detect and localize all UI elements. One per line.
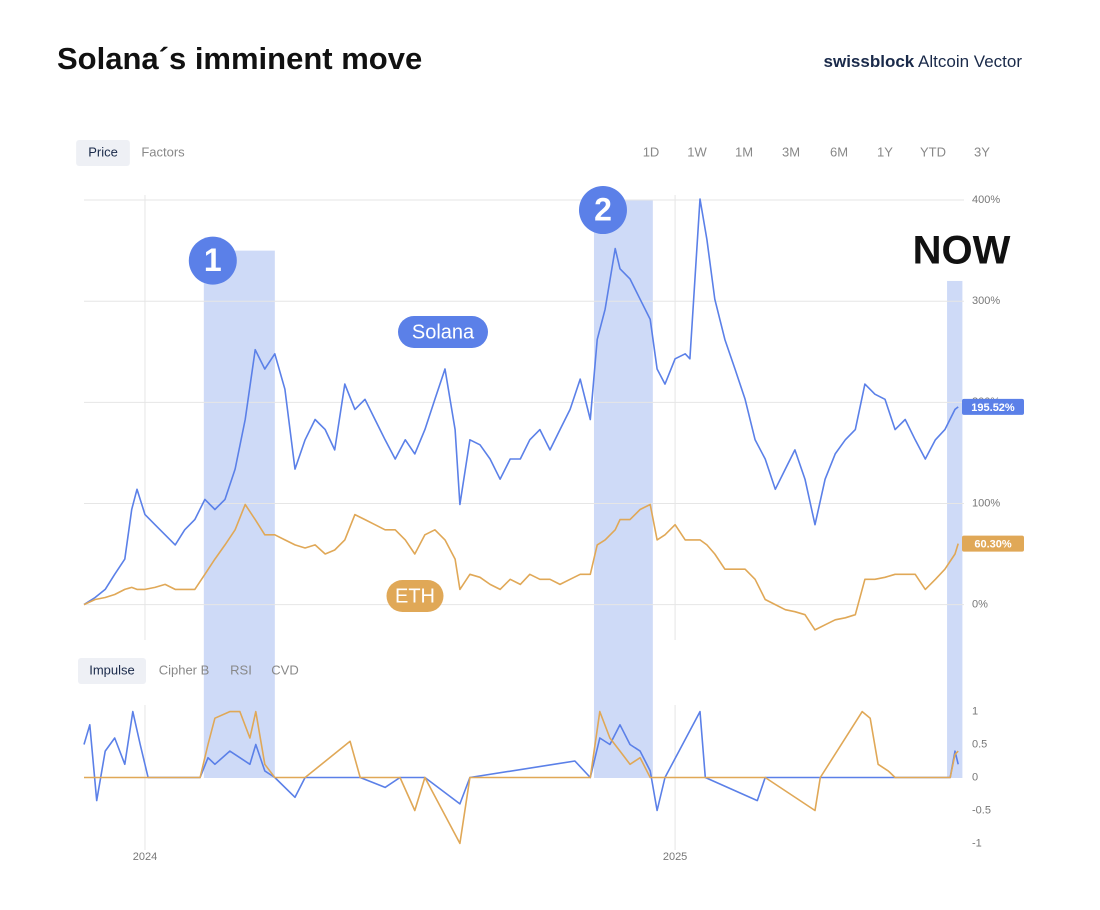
value-tag-label: 195.52%	[971, 402, 1015, 414]
brand: swissblock Altcoin Vector	[824, 52, 1023, 71]
value-tag	[962, 398, 1024, 415]
series-pill	[398, 316, 488, 348]
highlight-badge	[188, 236, 237, 285]
tab-active-bg	[76, 140, 130, 166]
value-tag-label: 60.30%	[974, 539, 1012, 551]
y-tick-label: 300%	[972, 295, 1000, 307]
highlight-label: NOW	[913, 229, 1011, 273]
highlight-label: 2	[594, 192, 612, 228]
tab[interactable]: 3Y	[974, 144, 990, 159]
series-pill	[386, 580, 444, 612]
x-tick-label: 2025	[663, 851, 687, 863]
series-line	[84, 710, 959, 845]
series-name: ETH	[395, 585, 435, 607]
highlight-band	[203, 250, 275, 778]
brand-name: swissblock	[824, 52, 915, 71]
tab-active-bg	[77, 658, 147, 684]
tab[interactable]: 3M	[782, 144, 800, 159]
y-tick-label: 1	[972, 705, 978, 717]
tab[interactable]: 1M	[735, 144, 753, 159]
tab[interactable]: Cipher B	[159, 662, 210, 677]
tab[interactable]: 1Y	[877, 144, 893, 159]
title: Solana´s imminent move	[57, 41, 422, 76]
y-tick-label: 100%	[972, 497, 1000, 509]
product-name: Altcoin Vector	[918, 52, 1022, 71]
y-tick-label: 0	[972, 771, 978, 783]
tab[interactable]: Impulse	[89, 662, 135, 677]
x-tick-label: 2024	[133, 851, 157, 863]
highlight-band	[593, 200, 653, 778]
y-tick-label: 400%	[972, 194, 1000, 206]
series-name: Solana	[412, 321, 475, 343]
tab[interactable]: 1W	[687, 144, 707, 159]
highlight-band	[947, 280, 963, 778]
tab[interactable]: 1D	[643, 144, 660, 159]
series-line	[83, 198, 959, 606]
series-line	[83, 503, 959, 631]
tab[interactable]: Price	[88, 144, 118, 159]
y-tick-label: 0.5	[972, 738, 987, 750]
value-tag	[962, 535, 1024, 552]
tab[interactable]: RSI	[230, 662, 252, 677]
y-tick-label: 0%	[972, 599, 988, 611]
highlight-label: 1	[204, 242, 222, 278]
highlight-badge	[578, 186, 627, 235]
y-tick-label: -1	[972, 837, 982, 849]
bands	[203, 200, 963, 778]
tab[interactable]: CVD	[271, 662, 298, 677]
tab[interactable]: YTD	[920, 144, 946, 159]
plot: Price Factors 1D 1W 1M 3M 6M 1Y YTD 3Y Impulse Ciph…	[76, 140, 1024, 863]
y-tick-label: -0.5	[972, 804, 991, 816]
tab[interactable]: Factors	[141, 144, 185, 159]
tab[interactable]: 6M	[830, 144, 848, 159]
